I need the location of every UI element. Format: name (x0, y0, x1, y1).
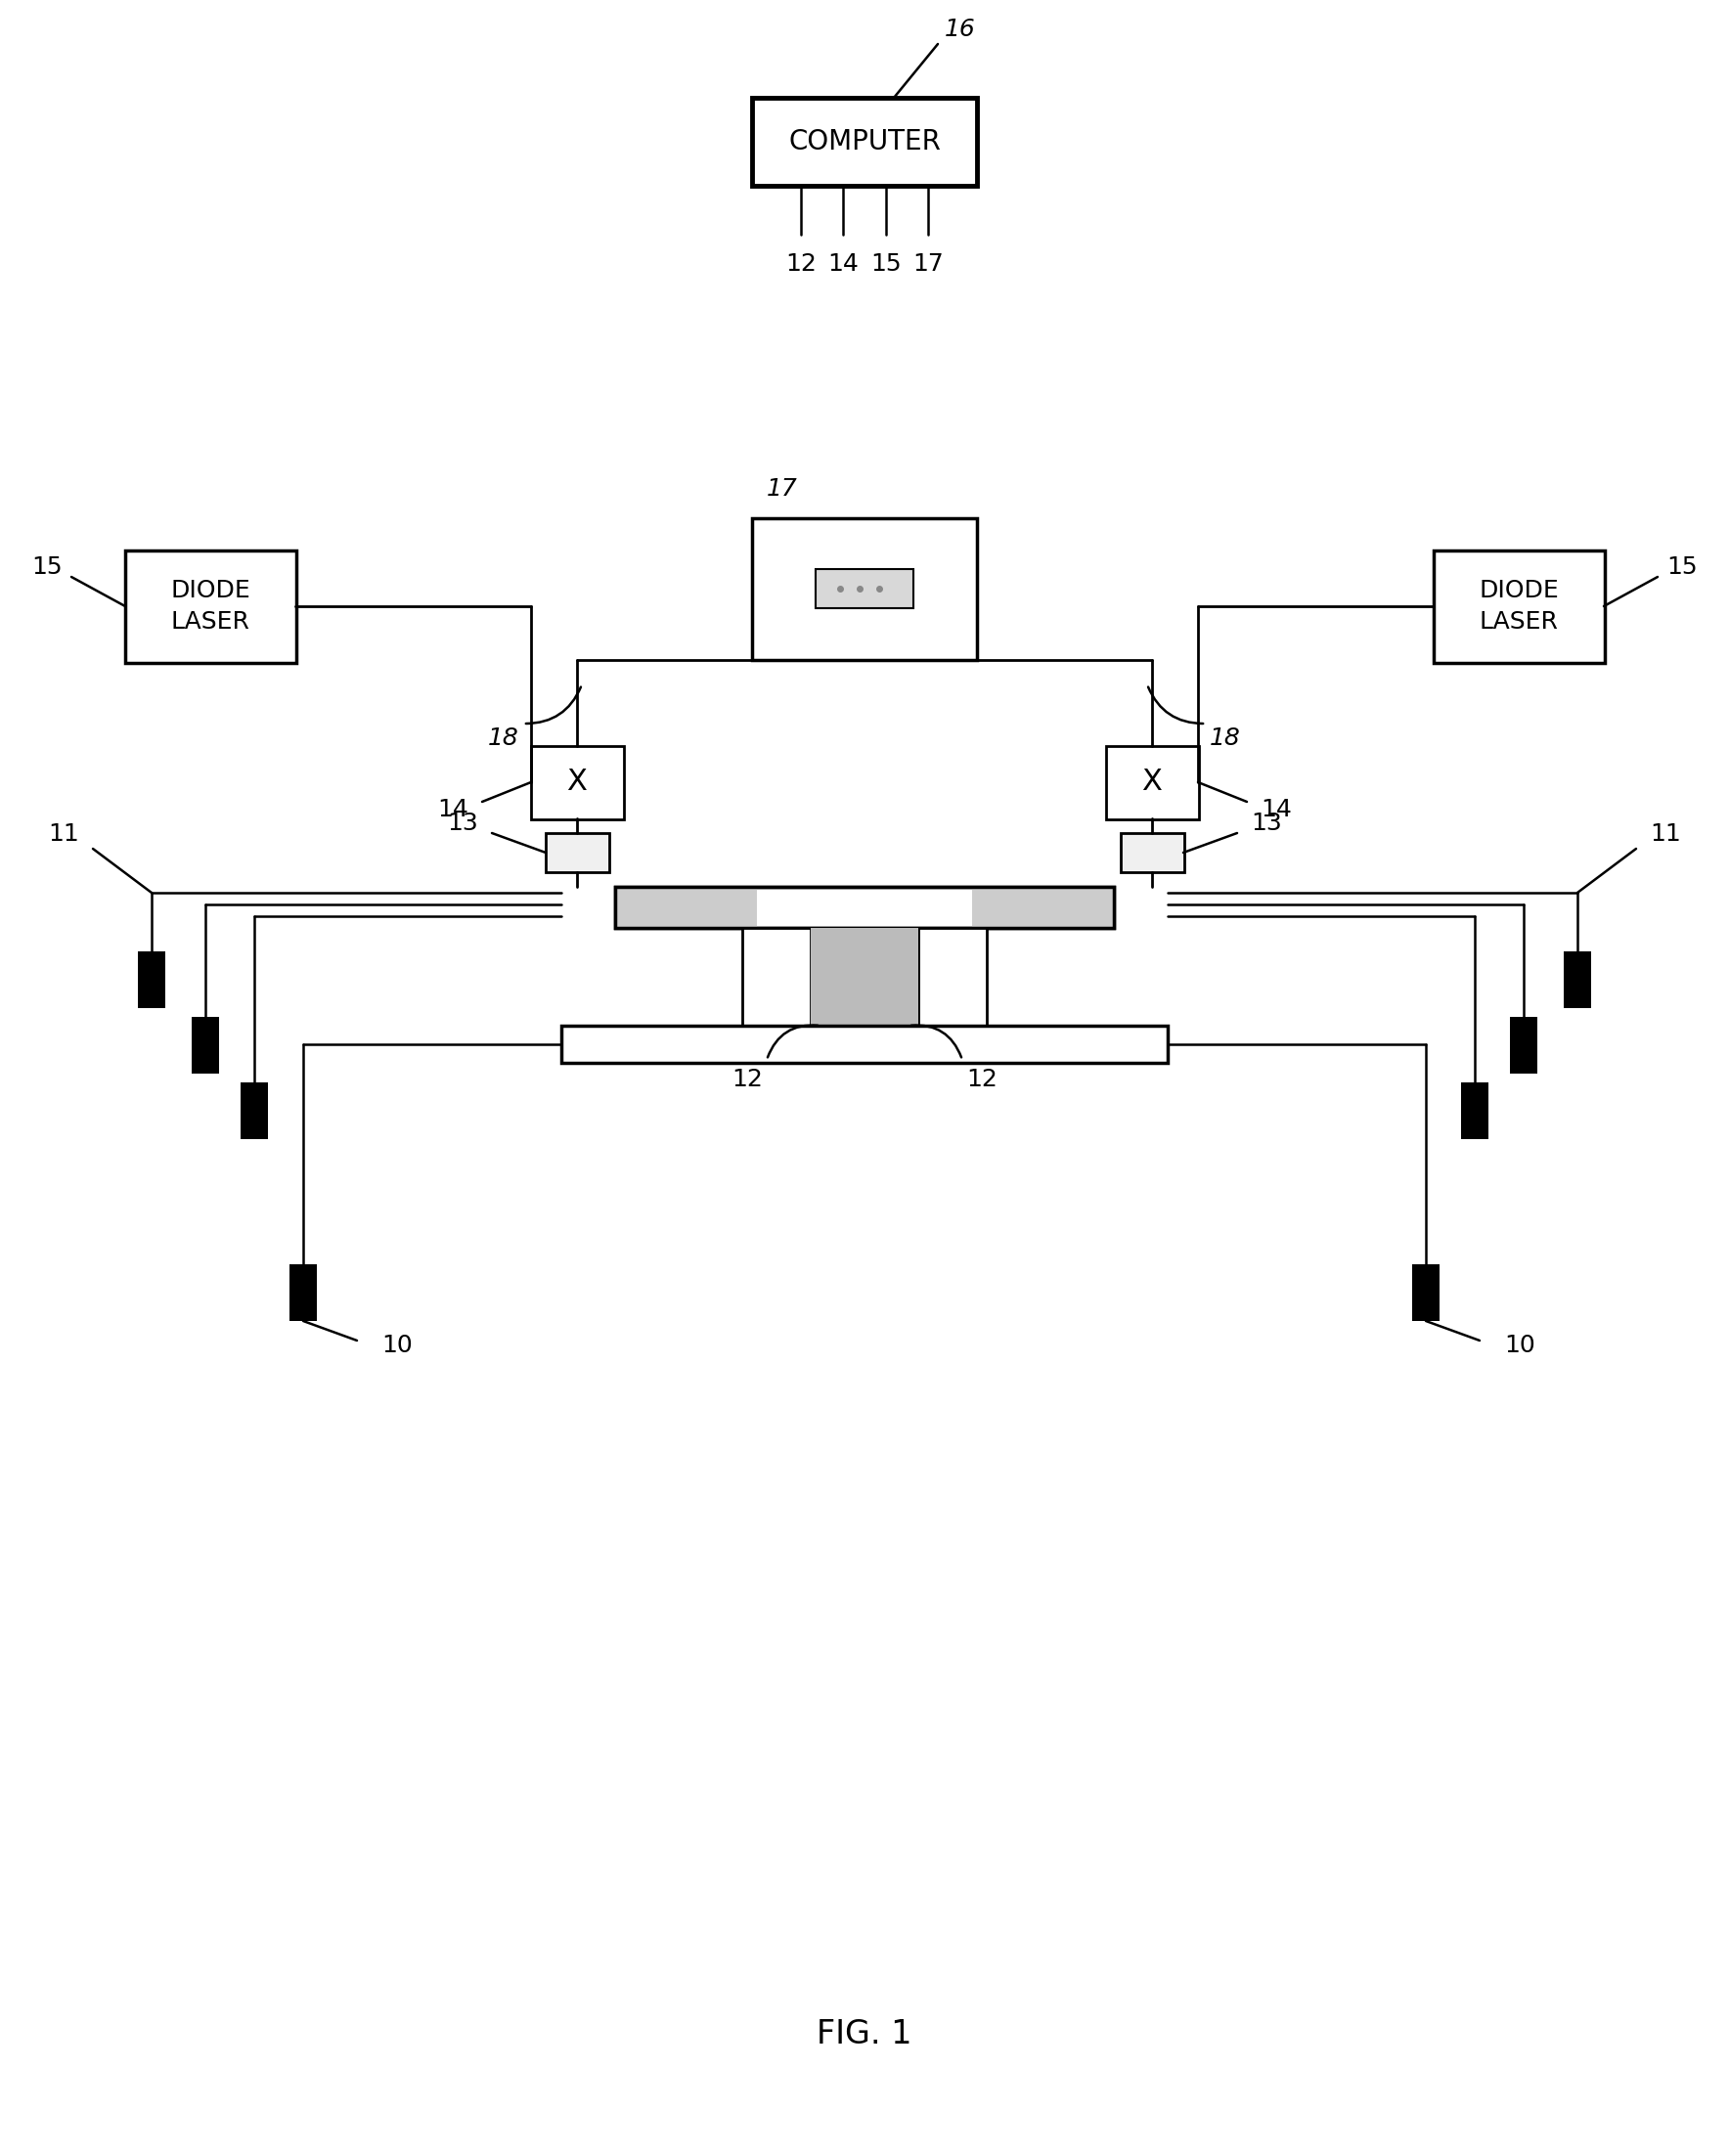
Text: 14: 14 (437, 798, 469, 821)
Text: 11: 11 (1649, 821, 1681, 845)
Text: 10: 10 (382, 1335, 413, 1356)
Bar (546, 832, 609, 873)
Bar (616, 886, 1113, 927)
Bar (616, 886, 757, 927)
Text: 13: 13 (448, 811, 479, 834)
Text: DIODE
LASER: DIODE LASER (1478, 580, 1560, 634)
Text: FIG. 1: FIG. 1 (816, 2018, 913, 2050)
Bar (811, 927, 918, 1026)
Bar (240, 1082, 268, 1138)
Text: 12: 12 (785, 252, 816, 276)
Bar (972, 886, 1113, 927)
Text: 12: 12 (967, 1067, 998, 1091)
Text: 15: 15 (1667, 556, 1698, 578)
Bar (1433, 550, 1605, 662)
Bar (1509, 1018, 1537, 1074)
Text: 13: 13 (1250, 811, 1281, 834)
Bar (289, 1263, 316, 1322)
Text: 15: 15 (870, 252, 901, 276)
Bar (124, 550, 296, 662)
Bar (752, 97, 977, 185)
Bar (192, 1018, 220, 1074)
Text: 11: 11 (48, 821, 80, 845)
Bar (616, 886, 1113, 927)
Text: 18: 18 (1210, 727, 1241, 750)
Text: 10: 10 (1504, 1335, 1535, 1356)
Text: X: X (567, 768, 588, 796)
Text: 12: 12 (731, 1067, 762, 1091)
Bar (138, 951, 166, 1009)
Bar (1107, 746, 1198, 819)
Bar (531, 746, 624, 819)
Text: 18: 18 (488, 727, 519, 750)
Text: 16: 16 (944, 17, 975, 41)
Text: X: X (1141, 768, 1162, 796)
Text: 17: 17 (766, 476, 797, 500)
Bar (1563, 951, 1591, 1009)
Text: 14: 14 (1260, 798, 1292, 821)
Bar (752, 517, 977, 660)
Bar (562, 1026, 1167, 1063)
Bar (1413, 1263, 1440, 1322)
Text: COMPUTER: COMPUTER (788, 127, 941, 155)
Bar (1461, 1082, 1489, 1138)
Bar (1120, 832, 1184, 873)
Text: DIODE
LASER: DIODE LASER (169, 580, 251, 634)
Bar (742, 927, 811, 1026)
Text: 15: 15 (31, 556, 62, 578)
Text: 17: 17 (913, 252, 944, 276)
Bar (816, 569, 913, 608)
Text: 14: 14 (828, 252, 859, 276)
Bar (918, 927, 987, 1026)
